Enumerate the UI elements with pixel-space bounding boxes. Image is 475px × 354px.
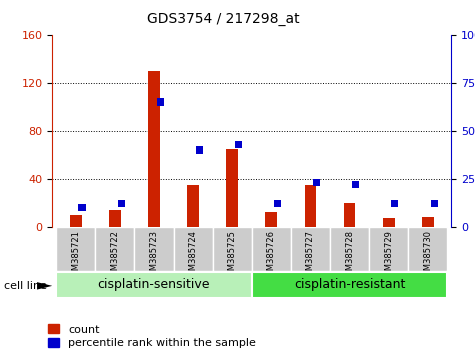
Bar [95, 227, 134, 271]
Bar [369, 227, 408, 271]
Bar [56, 227, 95, 271]
Text: GSM385730: GSM385730 [423, 230, 432, 281]
Bar [196, 146, 203, 154]
Bar [330, 227, 369, 271]
Text: GSM385728: GSM385728 [345, 230, 354, 281]
Text: GSM385727: GSM385727 [306, 230, 315, 281]
Bar [313, 179, 320, 187]
Bar [408, 227, 447, 271]
Bar [187, 185, 199, 227]
Text: GSM385726: GSM385726 [267, 230, 276, 281]
Bar [422, 217, 434, 227]
Text: GSM385721: GSM385721 [71, 230, 80, 281]
Bar [391, 200, 399, 207]
Bar [352, 181, 359, 188]
Text: cisplatin-sensitive: cisplatin-sensitive [98, 278, 210, 291]
Bar [383, 218, 395, 227]
Text: cell line: cell line [4, 281, 47, 291]
Bar [134, 227, 173, 271]
Text: GSM385725: GSM385725 [228, 230, 237, 281]
Bar [291, 227, 330, 271]
Polygon shape [37, 282, 52, 290]
Legend: count, percentile rank within the sample: count, percentile rank within the sample [48, 324, 256, 348]
Bar [78, 204, 86, 211]
Bar [213, 227, 252, 271]
Bar [274, 200, 281, 207]
Bar [157, 98, 164, 106]
Text: GSM385729: GSM385729 [384, 230, 393, 281]
Bar [266, 212, 277, 227]
Bar [70, 215, 82, 227]
Bar [148, 71, 160, 227]
Text: GDS3754 / 217298_at: GDS3754 / 217298_at [147, 12, 300, 27]
Text: cisplatin-resistant: cisplatin-resistant [294, 278, 405, 291]
Bar [430, 200, 437, 207]
Bar [252, 227, 291, 271]
Bar [118, 200, 124, 207]
Bar [235, 141, 242, 148]
Text: GSM385723: GSM385723 [150, 230, 159, 281]
Text: GSM385722: GSM385722 [110, 230, 119, 281]
Bar [226, 149, 238, 227]
Bar [304, 185, 316, 227]
Bar [56, 272, 252, 298]
Bar [344, 202, 355, 227]
Bar [173, 227, 213, 271]
Text: GSM385724: GSM385724 [189, 230, 198, 281]
Bar [252, 272, 447, 298]
Bar [109, 210, 121, 227]
